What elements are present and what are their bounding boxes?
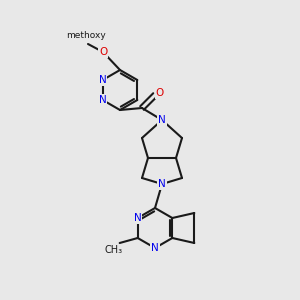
- Text: O: O: [156, 88, 164, 98]
- Text: N: N: [151, 243, 159, 253]
- Text: N: N: [99, 75, 106, 85]
- Text: N: N: [99, 95, 106, 105]
- Text: O: O: [99, 47, 107, 57]
- Text: N: N: [134, 213, 142, 223]
- Text: methoxy: methoxy: [66, 32, 106, 40]
- Text: N: N: [158, 179, 166, 189]
- Text: CH₃: CH₃: [105, 245, 123, 255]
- Text: N: N: [158, 115, 166, 125]
